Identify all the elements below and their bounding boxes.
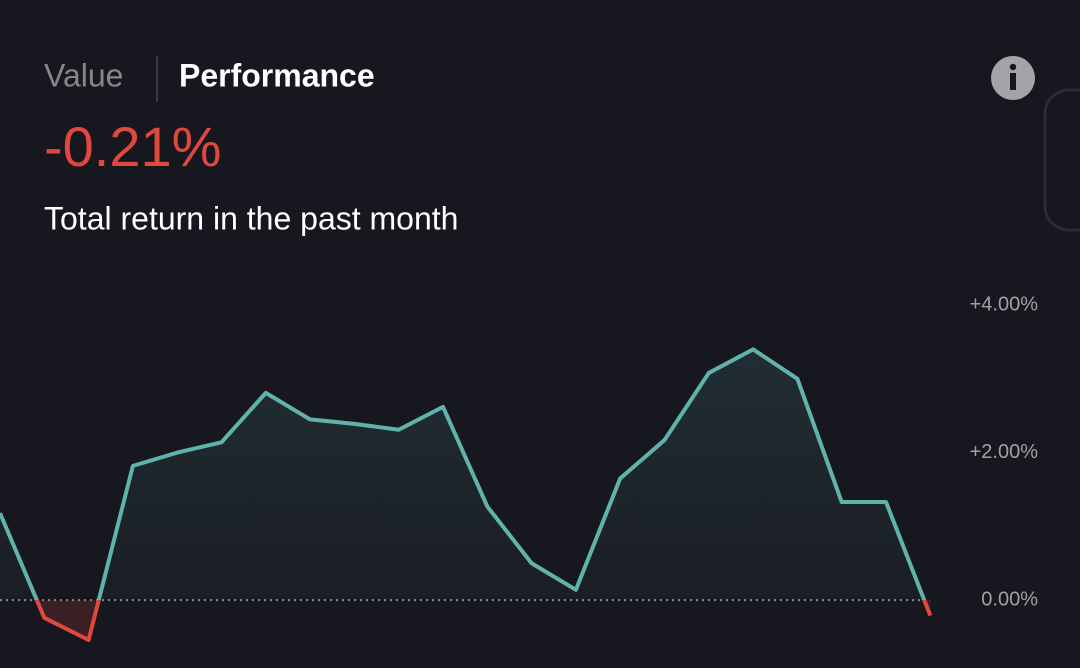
line: [0, 347, 927, 601]
plot: +4.00% +2.00% 0.00%: [0, 293, 1039, 642]
info-stem: [1010, 73, 1016, 90]
tab[interactable]: Value: [44, 57, 123, 93]
y-tick-label: +2.00%: [970, 441, 1039, 463]
y-tick-label: +4.00%: [970, 293, 1039, 315]
subtitle: Total return in the past month: [44, 200, 458, 236]
area-negative: [0, 600, 931, 640]
info-dot: [1009, 63, 1017, 71]
area-positive: [0, 349, 925, 601]
info-button[interactable]: [991, 56, 1035, 100]
tab-active[interactable]: Performance: [179, 57, 375, 93]
y-tick-label: 0.00%: [981, 588, 1038, 610]
headline-value: -0.21%: [44, 115, 221, 178]
side-card: [1043, 88, 1080, 232]
